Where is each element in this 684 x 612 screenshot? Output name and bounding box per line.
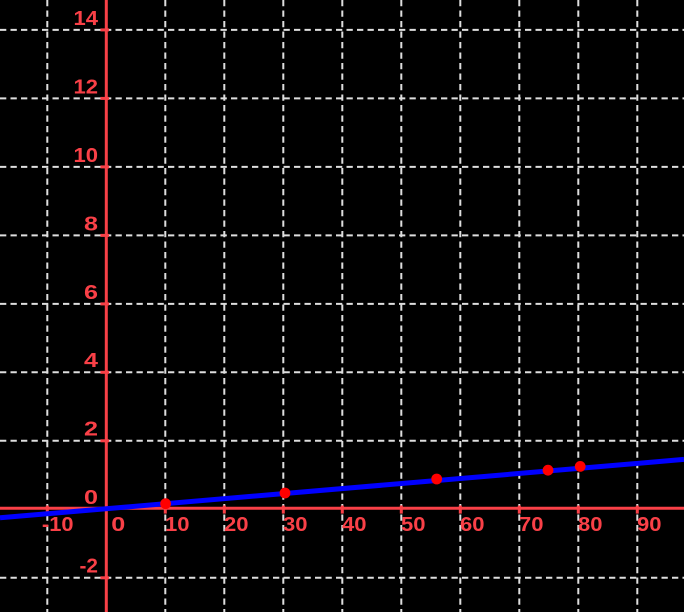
svg-text:40: 40 <box>342 514 367 536</box>
svg-text:2: 2 <box>84 419 98 441</box>
svg-text:4: 4 <box>84 350 99 372</box>
svg-text:80: 80 <box>578 514 603 536</box>
svg-text:70: 70 <box>519 514 544 536</box>
svg-text:8: 8 <box>84 213 98 235</box>
svg-text:12: 12 <box>74 76 99 98</box>
svg-text:20: 20 <box>224 514 249 536</box>
svg-text:0: 0 <box>84 487 98 509</box>
svg-text:30: 30 <box>283 514 308 536</box>
svg-text:90: 90 <box>637 514 662 536</box>
svg-text:6: 6 <box>84 282 98 304</box>
svg-text:60: 60 <box>460 514 485 536</box>
svg-text:-2: -2 <box>80 556 99 578</box>
svg-text:14: 14 <box>74 8 99 30</box>
svg-text:10: 10 <box>74 145 99 167</box>
svg-text:-10: -10 <box>42 514 74 536</box>
svg-text:50: 50 <box>401 514 426 536</box>
svg-text:0: 0 <box>111 514 125 536</box>
svg-text:10: 10 <box>165 514 190 536</box>
